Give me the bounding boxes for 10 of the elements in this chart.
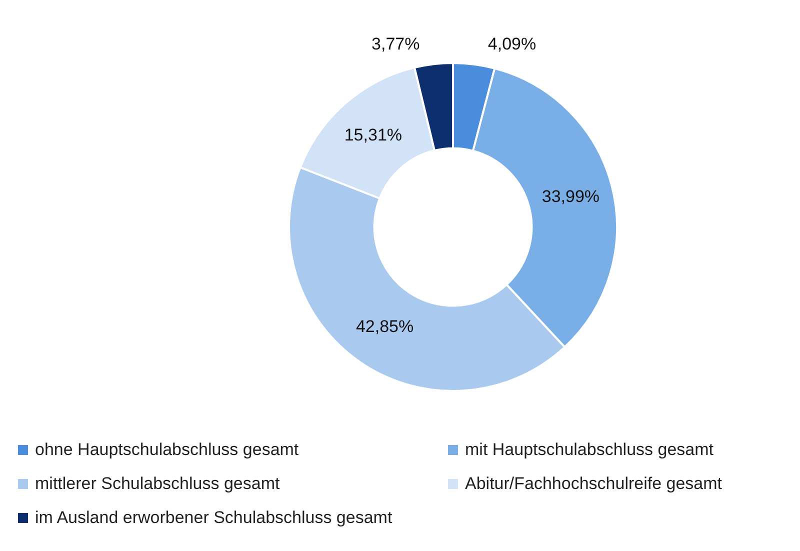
- legend-label: mit Hauptschulabschluss gesamt: [465, 440, 714, 460]
- legend-label: im Ausland erworbener Schulabschluss gesamt: [35, 508, 392, 528]
- data-label: 15,31%: [344, 125, 402, 144]
- data-label: 42,85%: [356, 317, 414, 336]
- data-label: 3,77%: [372, 34, 420, 54]
- data-label: 33,99%: [542, 187, 600, 206]
- legend-label: Abitur/Fachhochschulreife gesamt: [465, 474, 722, 494]
- legend-label: mittlerer Schulabschluss gesamt: [35, 474, 280, 494]
- legend-label: ohne Hauptschulabschluss gesamt: [35, 440, 299, 460]
- data-label: 4,09%: [488, 34, 536, 54]
